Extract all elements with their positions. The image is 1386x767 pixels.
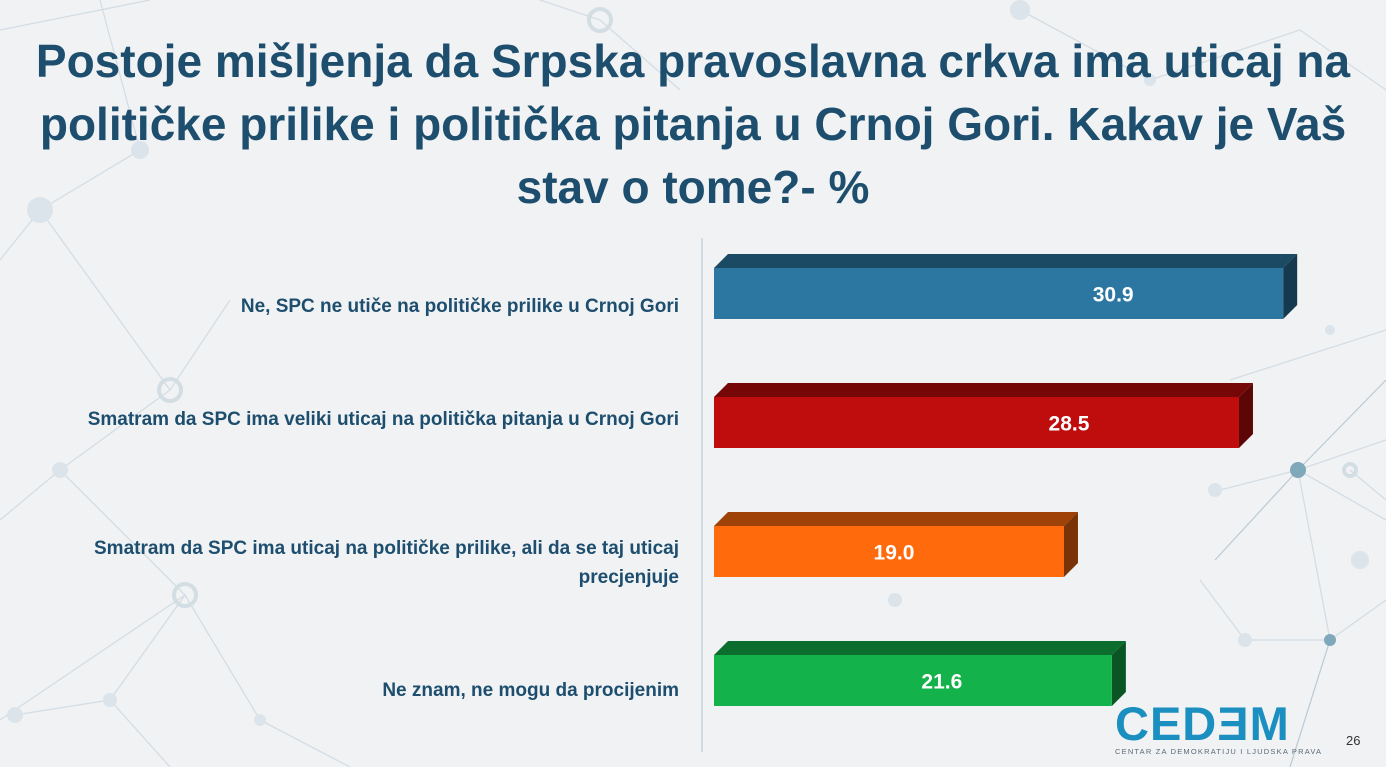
bar-top-face xyxy=(714,254,1298,268)
bar-value-label: 19.0 xyxy=(874,542,915,565)
bar-front-face xyxy=(714,526,1064,577)
bar-front-face xyxy=(714,397,1239,448)
bar-front-face xyxy=(714,268,1284,319)
bar-front-face xyxy=(714,655,1112,706)
bars-group: 30.9 28.5 19.0 21.6 xyxy=(714,254,1298,706)
bar-side-face xyxy=(1283,254,1298,319)
bar-top-face xyxy=(714,383,1253,397)
category-label: Ne, SPC ne utiče na političke prilike u … xyxy=(240,296,679,317)
bar: 30.9 xyxy=(714,254,1298,319)
bar: 19.0 xyxy=(714,512,1078,577)
bar-top-face xyxy=(714,512,1078,526)
chart-title: Postoje mišljenja da Srpska pravoslavna … xyxy=(35,35,1351,213)
page-number: 26 xyxy=(1346,733,1361,748)
category-label: Ne znam, ne mogu da procijenim xyxy=(382,680,679,701)
bar-value-label: 30.9 xyxy=(1093,284,1134,307)
bar-side-face xyxy=(1063,512,1078,577)
bar: 21.6 xyxy=(714,641,1126,706)
bar-side-face xyxy=(1111,641,1126,706)
logo-subtitle: CENTAR ZA DEMOKRATIJU I LJUDSKA PRAVA xyxy=(1115,747,1323,756)
logo-wordmark: CEDƎM xyxy=(1115,697,1290,750)
category-label: Smatram da SPC ima uticaj na političke p… xyxy=(94,538,679,588)
cedem-logo: CEDƎM CENTAR ZA DEMOKRATIJU I LJUDSKA PR… xyxy=(1115,697,1325,757)
bar-value-label: 28.5 xyxy=(1049,413,1090,436)
bar-value-label: 21.6 xyxy=(921,671,962,694)
category-label: Smatram da SPC ima veliki uticaj na poli… xyxy=(87,409,679,430)
bar-side-face xyxy=(1238,383,1253,448)
bar-top-face xyxy=(714,641,1126,655)
bar: 28.5 xyxy=(714,383,1253,448)
